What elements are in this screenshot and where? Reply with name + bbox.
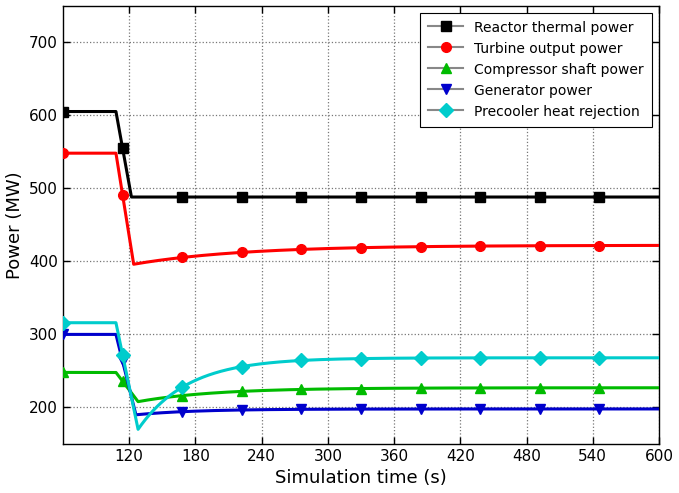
Y-axis label: Power (MW): Power (MW) (5, 171, 24, 279)
Legend: Reactor thermal power, Turbine output power, Compressor shaft power, Generator p: Reactor thermal power, Turbine output po… (420, 12, 652, 127)
X-axis label: Simulation time (s): Simulation time (s) (275, 469, 447, 488)
